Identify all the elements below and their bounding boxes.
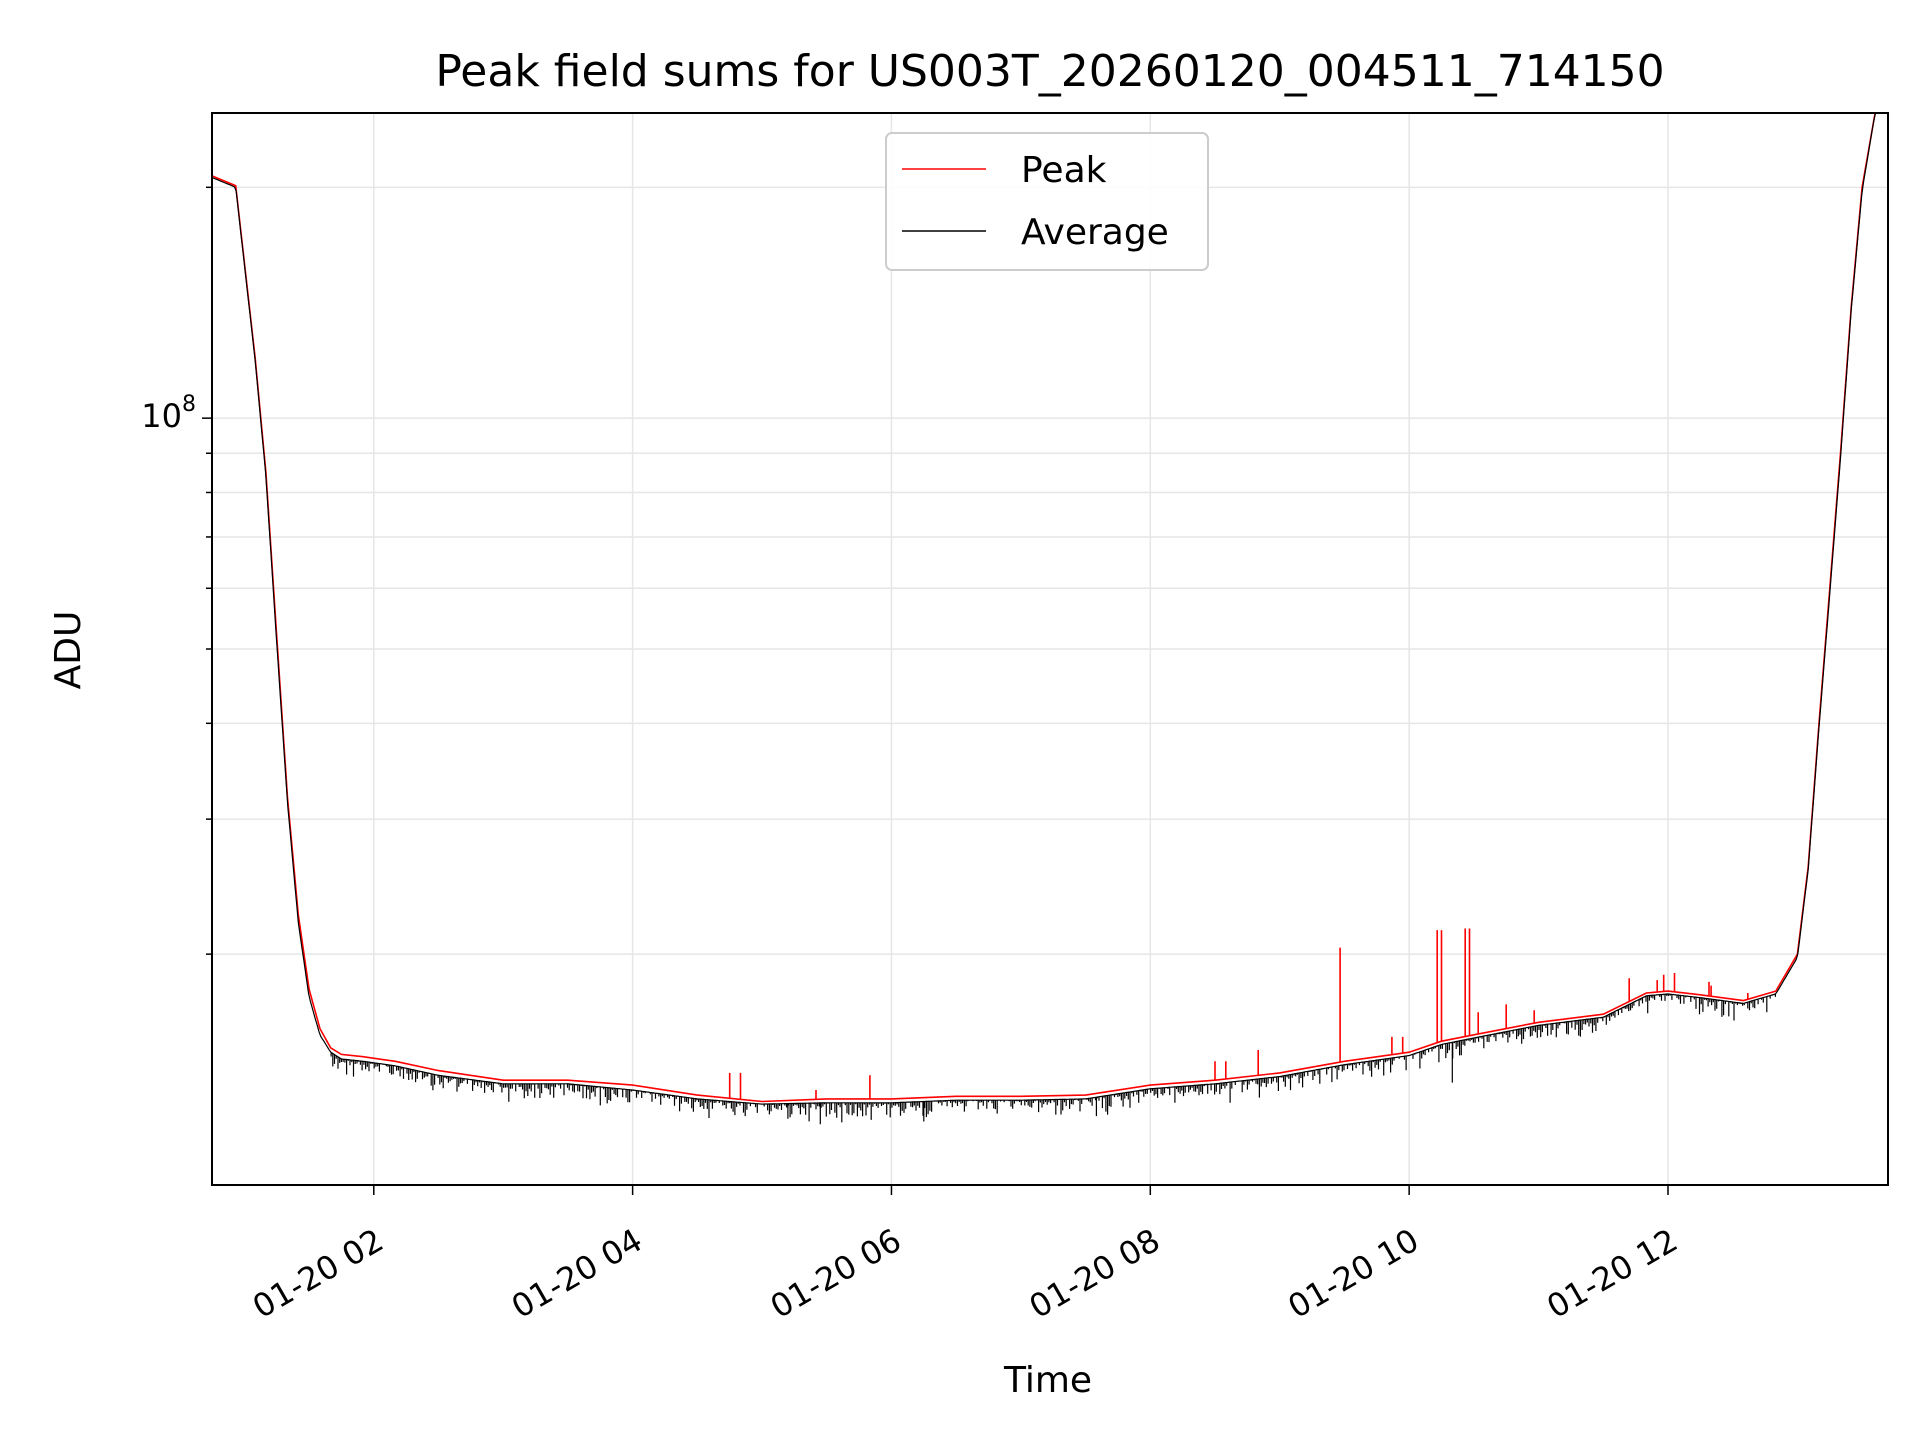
legend-box [885, 132, 1209, 271]
series-line-average [212, 113, 1888, 1125]
y-axis-label: ADU [48, 611, 89, 690]
y-major-tick-label: 108 [141, 392, 196, 435]
gridlines [212, 113, 1888, 1185]
series-layer [212, 113, 1888, 1125]
y-tick-exponent: 8 [182, 392, 196, 417]
legend: Peak Average [885, 132, 1209, 271]
legend-label-peak: Peak [1021, 150, 1107, 191]
chart-title: Peak field sums for US003T_20260120_0045… [435, 46, 1664, 97]
y-tick-base: 10 [141, 397, 182, 435]
legend-label-average: Average [1021, 212, 1169, 253]
series-line-peak [212, 113, 1888, 1103]
x-axis-label: Time [1003, 1360, 1092, 1401]
